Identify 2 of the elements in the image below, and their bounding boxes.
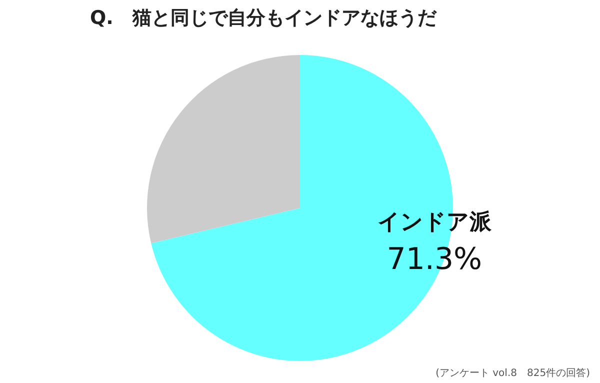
text: (アンケート vol.8 825件の回答): [436, 367, 590, 379]
chart-title: Q. 猫と同じで自分もインドアなほうだ: [90, 7, 438, 29]
